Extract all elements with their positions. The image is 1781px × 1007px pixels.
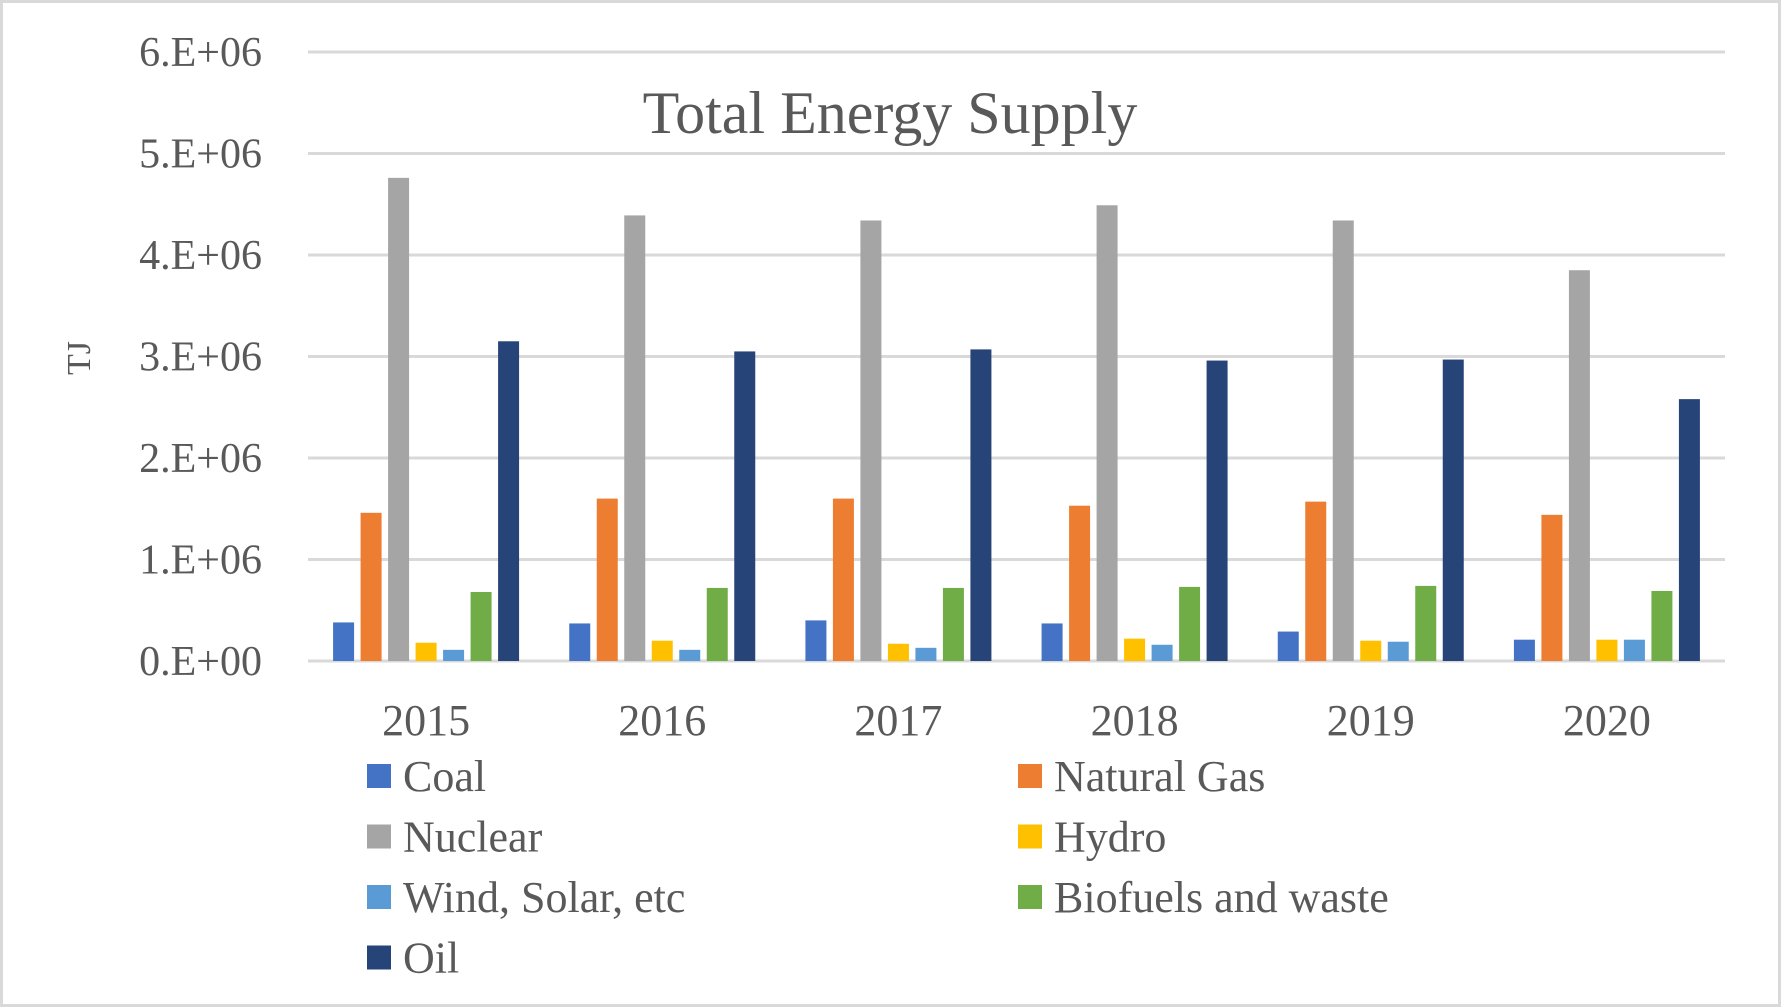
y-tick-label: 0.E+00 <box>139 639 262 685</box>
bar-nuclear-2020 <box>1568 270 1590 661</box>
bar-biofuels-and-waste-2019 <box>1415 585 1437 661</box>
bar-natural-gas-2016 <box>596 498 618 661</box>
bar-wind-solar-etc-2015 <box>443 649 465 661</box>
bar-coal-2020 <box>1513 639 1535 661</box>
chart-title: Total Energy Supply <box>643 80 1138 146</box>
y-tick-label: 3.E+06 <box>139 335 262 381</box>
legend-swatch <box>367 824 391 849</box>
bar-nuclear-2015 <box>388 177 410 662</box>
legend-label: Natural Gas <box>1054 752 1265 801</box>
bar-biofuels-and-waste-2015 <box>470 591 492 661</box>
bar-biofuels-and-waste-2020 <box>1651 590 1673 661</box>
gridlines <box>308 50 1725 663</box>
y-axis-ticks: 0.E+00 1.E+06 2.E+06 3.E+06 4.E+06 5.E+06 6.E+… <box>139 30 262 685</box>
x-tick-label: 2019 <box>1327 696 1415 745</box>
legend-item: Biofuels and waste <box>1018 873 1389 922</box>
bar-nuclear-2017 <box>860 220 882 662</box>
legend-swatch <box>367 885 391 909</box>
bar-coal-2017 <box>805 620 827 661</box>
x-axis-ticks: 2015 2016 2017 2018 2019 2020 <box>382 696 1651 745</box>
bar-chart: 0.E+00 1.E+06 2.E+06 3.E+06 4.E+06 5.E+06 6.E+… <box>61 30 1725 983</box>
bar-natural-gas-2015 <box>360 512 382 661</box>
bar-coal-2018 <box>1041 623 1063 661</box>
bar-hydro-2020 <box>1596 639 1618 661</box>
legend-item: Natural Gas <box>1018 752 1265 801</box>
legend-item: Coal <box>367 752 486 801</box>
y-tick-label: 4.E+06 <box>139 233 262 279</box>
legend-swatch <box>367 945 391 970</box>
y-tick-label: 5.E+06 <box>139 132 262 178</box>
legend-label: Nuclear <box>403 813 543 862</box>
bar-nuclear-2019 <box>1332 220 1354 662</box>
x-tick-label: 2018 <box>1091 696 1179 745</box>
y-tick-label: 2.E+06 <box>139 436 262 482</box>
legend-label: Biofuels and waste <box>1054 873 1389 922</box>
bar-oil-2015 <box>498 341 520 661</box>
legend-swatch <box>1018 824 1042 849</box>
bar-wind-solar-etc-2019 <box>1387 641 1409 661</box>
bar-oil-2019 <box>1442 359 1464 661</box>
legend-label: Oil <box>403 934 459 983</box>
legend-item: Oil <box>367 934 459 983</box>
legend-label: Hydro <box>1054 813 1166 862</box>
bar-hydro-2015 <box>415 642 437 661</box>
bar-wind-solar-etc-2017 <box>915 647 937 661</box>
legend-label: Wind, Solar, etc <box>403 873 685 922</box>
bar-hydro-2019 <box>1360 640 1382 661</box>
bar-coal-2015 <box>333 622 355 661</box>
bar-biofuels-and-waste-2018 <box>1179 586 1201 661</box>
bar-nuclear-2018 <box>1096 205 1118 661</box>
bar-natural-gas-2020 <box>1541 514 1563 661</box>
bar-biofuels-and-waste-2017 <box>942 587 964 661</box>
bar-oil-2020 <box>1678 399 1700 661</box>
legend-item: Hydro <box>1018 813 1166 862</box>
legend-swatch <box>1018 764 1042 788</box>
bar-hydro-2017 <box>887 643 909 661</box>
x-tick-label: 2017 <box>854 696 942 745</box>
bar-nuclear-2016 <box>624 215 646 662</box>
bar-natural-gas-2017 <box>832 498 854 661</box>
y-tick-label: 1.E+06 <box>139 538 262 584</box>
bar-natural-gas-2019 <box>1305 501 1327 661</box>
bars <box>333 177 1700 662</box>
bar-wind-solar-etc-2020 <box>1623 639 1645 661</box>
bar-oil-2016 <box>734 351 756 661</box>
legend-swatch <box>1018 885 1042 909</box>
x-tick-label: 2020 <box>1563 696 1651 745</box>
legend-label: Coal <box>403 752 486 801</box>
bar-hydro-2016 <box>651 640 673 661</box>
bar-natural-gas-2018 <box>1069 505 1091 661</box>
bar-oil-2018 <box>1206 360 1228 661</box>
bar-wind-solar-etc-2018 <box>1151 644 1173 661</box>
legend-item: Nuclear <box>367 813 543 862</box>
bar-coal-2016 <box>569 623 591 661</box>
legend-item: Wind, Solar, etc <box>367 873 685 922</box>
bar-hydro-2018 <box>1124 638 1146 661</box>
bar-oil-2017 <box>970 349 992 661</box>
legend: Coal Natural Gas Nuclear Hydro Wind, Solar, … <box>367 752 1389 983</box>
bar-biofuels-and-waste-2016 <box>706 587 728 661</box>
bar-coal-2019 <box>1277 631 1299 661</box>
legend-swatch <box>367 764 391 788</box>
bar-wind-solar-etc-2016 <box>679 649 701 661</box>
x-tick-label: 2016 <box>618 696 706 745</box>
y-tick-label: 6.E+06 <box>139 30 262 76</box>
y-axis-label: TJ <box>61 341 98 375</box>
x-tick-label: 2015 <box>382 696 470 745</box>
